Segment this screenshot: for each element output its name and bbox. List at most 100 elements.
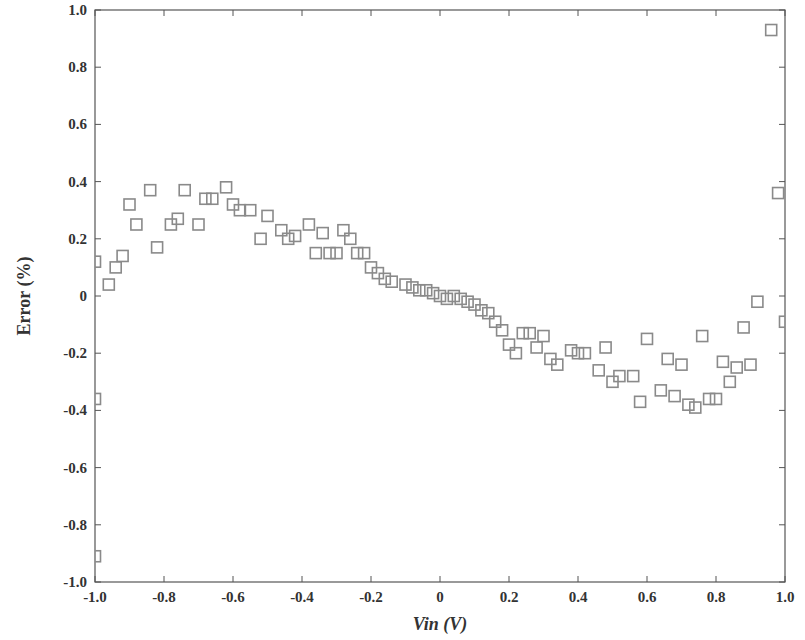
point — [207, 193, 218, 204]
y-tick-label: 0.6 — [68, 116, 87, 132]
point — [669, 391, 680, 402]
point — [662, 353, 673, 364]
x-tick — [233, 576, 234, 582]
y-tick — [95, 296, 101, 297]
y-tick-right — [779, 524, 785, 525]
x-tick-top — [95, 10, 96, 16]
y-tick-label: -0.4 — [63, 402, 87, 418]
x-tick-top — [440, 10, 441, 16]
x-tick-label: 0.4 — [569, 589, 588, 605]
x-tick-label: 0 — [436, 589, 444, 605]
point — [566, 345, 577, 356]
y-tick-right — [779, 67, 785, 68]
y-tick — [95, 181, 101, 182]
point — [352, 248, 363, 259]
y-tick — [95, 467, 101, 468]
point — [738, 322, 749, 333]
y-tick-right — [779, 10, 785, 11]
y-tick-label: 0.8 — [68, 59, 87, 75]
point — [524, 328, 535, 339]
point — [428, 288, 439, 299]
point — [752, 296, 763, 307]
y-tick — [95, 124, 101, 125]
x-tick-top — [164, 10, 165, 16]
point — [717, 356, 728, 367]
x-tick-top — [233, 10, 234, 16]
x-tick — [440, 576, 441, 582]
point — [145, 185, 156, 196]
y-tick-label: -0.6 — [63, 460, 87, 476]
x-tick-label: -0.2 — [359, 589, 383, 605]
y-tick-label: 1.0 — [68, 2, 87, 18]
point — [711, 393, 722, 404]
point — [552, 359, 563, 370]
x-tick — [95, 576, 96, 582]
point — [110, 262, 121, 273]
point — [628, 371, 639, 382]
point — [345, 233, 356, 244]
y-tick-right — [779, 353, 785, 354]
x-tick-top — [302, 10, 303, 16]
point — [179, 185, 190, 196]
x-tick — [371, 576, 372, 582]
point — [655, 385, 666, 396]
y-tick-right — [779, 124, 785, 125]
x-tick — [164, 576, 165, 582]
point — [95, 393, 101, 404]
point — [359, 248, 370, 259]
y-tick-right — [779, 181, 785, 182]
point — [255, 233, 266, 244]
point — [283, 233, 294, 244]
point — [131, 219, 142, 230]
point — [221, 182, 232, 193]
point — [103, 279, 114, 290]
y-tick-label: 0 — [80, 288, 88, 304]
x-tick-top — [371, 10, 372, 16]
plot-frame — [95, 10, 785, 582]
x-tick-label: 1.0 — [776, 589, 795, 605]
point — [455, 293, 466, 304]
x-tick-top — [716, 10, 717, 16]
point — [324, 248, 335, 259]
point — [614, 371, 625, 382]
point — [579, 348, 590, 359]
point — [780, 316, 786, 327]
point — [414, 285, 425, 296]
point — [303, 219, 314, 230]
x-tick-label: 0.8 — [707, 589, 726, 605]
x-tick — [716, 576, 717, 582]
y-tick — [95, 67, 101, 68]
y-tick-label: 0.4 — [68, 174, 87, 190]
x-tick-label: -1.0 — [83, 589, 107, 605]
point — [379, 273, 390, 284]
x-axis-title: Vin (V) — [413, 614, 468, 635]
point — [290, 230, 301, 241]
point — [117, 250, 128, 261]
x-tick-top — [509, 10, 510, 16]
y-tick — [95, 238, 101, 239]
y-tick-label: -0.2 — [63, 345, 87, 361]
y-tick-right — [779, 467, 785, 468]
point — [600, 342, 611, 353]
point — [262, 210, 273, 221]
point — [538, 331, 549, 342]
x-tick — [785, 576, 786, 582]
x-tick-label: -0.6 — [221, 589, 245, 605]
y-tick — [95, 410, 101, 411]
point — [421, 285, 432, 296]
point — [731, 362, 742, 373]
x-tick — [302, 576, 303, 582]
chart: -1.0-0.8-0.6-0.4-0.200.20.40.60.81.0-1.0… — [0, 0, 805, 640]
point — [386, 276, 397, 287]
point — [462, 296, 473, 307]
x-tick-top — [647, 10, 648, 16]
point — [448, 291, 459, 302]
point — [476, 305, 487, 316]
point — [497, 325, 508, 336]
point — [724, 376, 735, 387]
x-tick-label: -0.4 — [290, 589, 314, 605]
point — [531, 342, 542, 353]
point — [95, 551, 101, 562]
point — [152, 242, 163, 253]
y-tick-label: -1.0 — [63, 574, 87, 590]
